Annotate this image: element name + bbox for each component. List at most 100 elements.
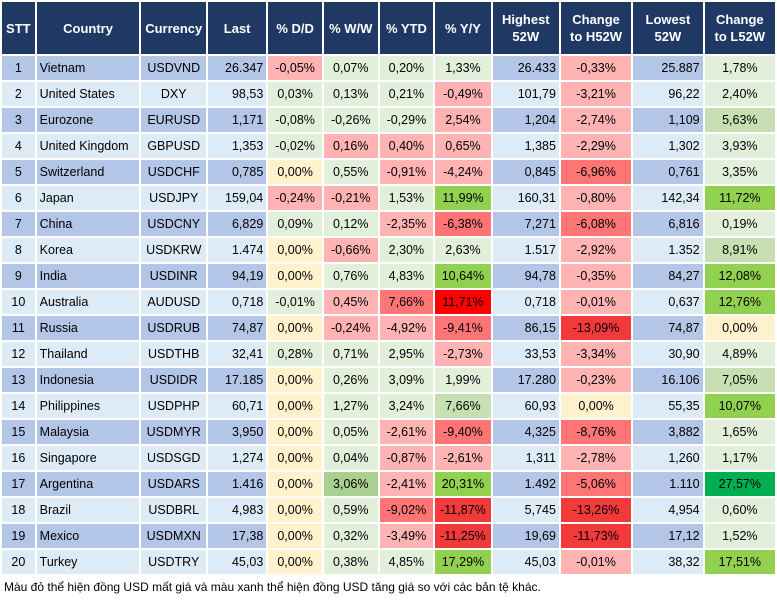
cell-last: 1,171 — [208, 108, 267, 132]
cell-pct-ytd: 0,21% — [379, 82, 434, 106]
cell-currency: GBPUSD — [141, 134, 207, 158]
cell-pct-yy: -4,24% — [435, 160, 491, 184]
cell-currency: USDSGD — [141, 446, 207, 470]
cell-lowest-52w: 1,260 — [633, 446, 703, 470]
cell-highest-52w: 26.433 — [492, 56, 559, 80]
cell-stt: 1 — [2, 56, 35, 80]
cell-last: 1,353 — [208, 134, 267, 158]
cell-currency: USDKRW — [141, 238, 207, 262]
cell-last: 4,983 — [208, 498, 267, 522]
cell-lowest-52w: 38,32 — [633, 550, 703, 574]
cell-currency: AUDUSD — [141, 290, 207, 314]
cell-pct-yy: -11,87% — [435, 498, 491, 522]
table-row: 9 India USDINR 94,19 0,00% 0,76% 4,83% 10,64% 94… — [2, 264, 775, 288]
cell-highest-52w: 0,845 — [492, 160, 559, 184]
cell-change-l52w: 0,19% — [704, 212, 775, 236]
cell-highest-52w: 86,15 — [492, 316, 559, 340]
cell-highest-52w: 0,718 — [492, 290, 559, 314]
cell-pct-ww: 0,12% — [323, 212, 378, 236]
header-high52w: Highest 52W — [492, 2, 559, 54]
cell-pct-yy: 2,63% — [435, 238, 491, 262]
cell-change-h52w: -0,23% — [560, 368, 632, 392]
cell-highest-52w: 1,311 — [492, 446, 559, 470]
cell-pct-ww: 3,06% — [323, 472, 378, 496]
table-row: 18 Brazil USDBRL 4,983 0,00% 0,59% -9,02% -11,8… — [2, 498, 775, 522]
cell-pct-yy: 1,99% — [435, 368, 491, 392]
cell-change-l52w: 17,51% — [704, 550, 775, 574]
cell-stt: 5 — [2, 160, 35, 184]
cell-last: 60,71 — [208, 394, 267, 418]
table-row: 19 Mexico USDMXN 17,38 0,00% 0,32% -3,49% -11,2… — [2, 524, 775, 548]
cell-lowest-52w: 74,87 — [633, 316, 703, 340]
cell-last: 32,41 — [208, 342, 267, 366]
cell-currency: USDCNY — [141, 212, 207, 236]
cell-pct-dd: -0,24% — [268, 186, 322, 210]
cell-last: 1,274 — [208, 446, 267, 470]
cell-pct-dd: 0,00% — [268, 498, 322, 522]
table-row: 3 Eurozone EURUSD 1,171 -0,08% -0,26% -0,29% 2,… — [2, 108, 775, 132]
cell-country: Eurozone — [36, 108, 140, 132]
cell-change-l52w: 1,65% — [704, 420, 775, 444]
cell-change-h52w: -5,06% — [560, 472, 632, 496]
cell-highest-52w: 17.280 — [492, 368, 559, 392]
cell-lowest-52w: 142,34 — [633, 186, 703, 210]
cell-lowest-52w: 1,302 — [633, 134, 703, 158]
cell-country: Russia — [36, 316, 140, 340]
cell-pct-dd: 0,28% — [268, 342, 322, 366]
cell-change-h52w: -8,76% — [560, 420, 632, 444]
cell-lowest-52w: 4,954 — [633, 498, 703, 522]
footnote: Màu đỏ thể hiện đồng USD mất giá và màu … — [4, 580, 541, 594]
cell-pct-yy: -2,61% — [435, 446, 491, 470]
header-ytd: % YTD — [379, 2, 434, 54]
cell-highest-52w: 1,204 — [492, 108, 559, 132]
cell-pct-dd: 0,00% — [268, 420, 322, 444]
cell-currency: EURUSD — [141, 108, 207, 132]
cell-last: 17.185 — [208, 368, 267, 392]
cell-pct-dd: -0,02% — [268, 134, 322, 158]
cell-lowest-52w: 96,22 — [633, 82, 703, 106]
cell-lowest-52w: 1,109 — [633, 108, 703, 132]
cell-pct-dd: 0,00% — [268, 238, 322, 262]
header-change-h52w: Change to H52W — [560, 2, 632, 54]
cell-pct-ww: 0,07% — [323, 56, 378, 80]
cell-pct-ytd: -2,35% — [379, 212, 434, 236]
cell-pct-ww: 0,04% — [323, 446, 378, 470]
table-row: 5 Switzerland USDCHF 0,785 0,00% 0,55% -0,91% -… — [2, 160, 775, 184]
cell-stt: 10 — [2, 290, 35, 314]
cell-change-h52w: -13,26% — [560, 498, 632, 522]
cell-pct-ww: -0,24% — [323, 316, 378, 340]
cell-lowest-52w: 1.110 — [633, 472, 703, 496]
cell-stt: 19 — [2, 524, 35, 548]
cell-lowest-52w: 3,882 — [633, 420, 703, 444]
cell-pct-yy: 1,33% — [435, 56, 491, 80]
cell-pct-ww: 0,38% — [323, 550, 378, 574]
cell-pct-ytd: 7,66% — [379, 290, 434, 314]
header-dd: % D/D — [268, 2, 322, 54]
currency-table: STT Country Currency Last % D/D % W/W % … — [2, 2, 775, 574]
cell-pct-dd: -0,01% — [268, 290, 322, 314]
cell-pct-yy: -2,73% — [435, 342, 491, 366]
cell-stt: 14 — [2, 394, 35, 418]
cell-pct-ytd: 0,20% — [379, 56, 434, 80]
cell-pct-ww: 1,27% — [323, 394, 378, 418]
cell-stt: 13 — [2, 368, 35, 392]
cell-pct-ww: 0,05% — [323, 420, 378, 444]
cell-change-h52w: -6,96% — [560, 160, 632, 184]
cell-country: United States — [36, 82, 140, 106]
cell-lowest-52w: 0,761 — [633, 160, 703, 184]
table-row: 16 Singapore USDSGD 1,274 0,00% 0,04% -0,87% -2… — [2, 446, 775, 470]
cell-pct-yy: 11,99% — [435, 186, 491, 210]
cell-change-h52w: -0,33% — [560, 56, 632, 80]
cell-currency: USDBRL — [141, 498, 207, 522]
cell-pct-ytd: 2,30% — [379, 238, 434, 262]
cell-change-h52w: -6,08% — [560, 212, 632, 236]
cell-pct-ytd: -0,91% — [379, 160, 434, 184]
cell-currency: USDARS — [141, 472, 207, 496]
cell-pct-ytd: 2,95% — [379, 342, 434, 366]
cell-pct-yy: 0,65% — [435, 134, 491, 158]
cell-country: China — [36, 212, 140, 236]
cell-change-h52w: -0,35% — [560, 264, 632, 288]
table-row: 6 Japan USDJPY 159,04 -0,24% -0,21% 1,53% 11,99… — [2, 186, 775, 210]
cell-pct-yy: 17,29% — [435, 550, 491, 574]
cell-pct-dd: 0,00% — [268, 316, 322, 340]
